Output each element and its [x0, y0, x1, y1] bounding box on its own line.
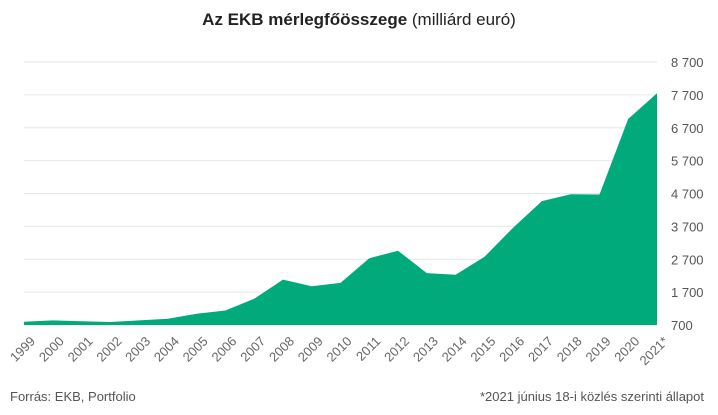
x-tick-label: 2007: [237, 334, 268, 365]
x-tick-label: 2012: [381, 334, 412, 365]
series-area: [24, 93, 657, 325]
source-text: Forrás: EKB, Portfolio: [10, 389, 136, 404]
y-tick-label: 2 700: [671, 252, 704, 267]
y-axis: 700 1 700 2 700 3 700 4 700 5 700 6 700 7 700 8 …: [671, 55, 704, 333]
x-tick-label: 2014: [439, 334, 470, 365]
x-tick-label: 2017: [525, 334, 556, 365]
y-tick-label: 3 700: [671, 219, 704, 234]
footnote-text: *2021 június 18-i közlés szerinti állapo…: [479, 389, 704, 404]
x-tick-label: 2015: [467, 334, 498, 365]
chart-title-main: Az EKB mérlegfőösszege: [202, 10, 408, 29]
chart-title-unit: (milliárd euró): [407, 10, 516, 29]
x-tick-label: 2005: [180, 334, 211, 365]
x-tick-label: 2021*: [636, 334, 671, 369]
y-tick-label: 4 700: [671, 187, 704, 202]
x-tick-label: 2000: [36, 334, 67, 365]
x-tick-label: 2001: [65, 334, 96, 365]
x-tick-label: 2013: [410, 334, 441, 365]
y-tick-label: 5 700: [671, 154, 704, 169]
chart-title: Az EKB mérlegfőösszege (milliárd euró): [0, 10, 718, 30]
y-tick-label: 8 700: [671, 55, 704, 70]
x-tick-label: 2018: [554, 334, 585, 365]
y-tick-label: 7 700: [671, 88, 704, 103]
x-tick-label: 2004: [151, 334, 182, 365]
x-tick-label: 2009: [295, 334, 326, 365]
y-tick-label: 700: [671, 318, 693, 333]
y-tick-label: 6 700: [671, 121, 704, 136]
y-tick-label: 1 700: [671, 285, 704, 300]
x-tick-label: 2008: [266, 334, 297, 365]
x-tick-label: 1999: [7, 334, 38, 365]
x-tick-label: 2010: [324, 334, 355, 365]
x-tick-label: 2003: [122, 334, 153, 365]
x-tick-label: 2016: [496, 334, 527, 365]
x-tick-label: 2011: [353, 334, 383, 364]
x-axis: 1999200020012002200320042005200620072008…: [7, 334, 671, 369]
x-tick-label: 2006: [208, 334, 239, 365]
x-tick-label: 2019: [583, 334, 614, 365]
x-tick-label: 2002: [93, 334, 124, 365]
